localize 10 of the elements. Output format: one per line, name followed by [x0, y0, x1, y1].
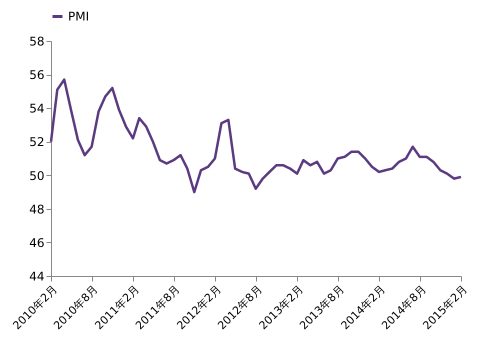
- y-tick-label: 58: [29, 34, 44, 48]
- y-tick-label: 48: [29, 202, 44, 216]
- y-tick-label: 46: [29, 236, 44, 250]
- line-series: [50, 78, 462, 194]
- legend-label: PMI: [68, 10, 90, 24]
- y-tick-label: 54: [29, 102, 44, 116]
- y-tick-label: 44: [29, 270, 44, 284]
- y-tick-label: 56: [29, 68, 44, 82]
- y-tick-label: 50: [29, 168, 44, 183]
- y-tick-label: 52: [29, 135, 44, 150]
